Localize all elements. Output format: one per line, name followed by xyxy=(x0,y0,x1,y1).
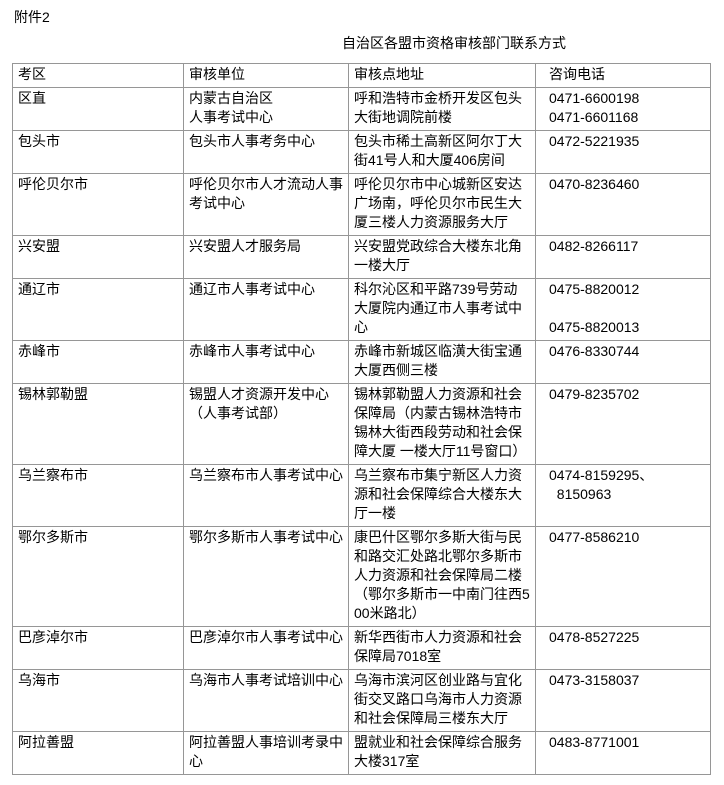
table-row: 包头市 包头市人事考务中心 包头市稀土高新区阿尔丁大街41号人和大厦406房间 047… xyxy=(12,130,711,174)
table-row: 兴安盟 兴安盟人才服务局 兴安盟党政综合大楼东北角一楼大厅 0482-8266117 xyxy=(12,235,711,279)
header-address: 审核点地址 xyxy=(348,63,536,88)
address-cell: 锡林郭勒盟人力资源和社会保障局（内蒙古锡林浩特市锡林大街西段劳动和社会保障大厦 … xyxy=(348,383,536,465)
unit-cell: 内蒙古自治区 人事考试中心 xyxy=(183,87,349,131)
region-cell: 包头市 xyxy=(12,130,184,174)
address-cell: 盟就业和社会保障综合服务大楼317室 xyxy=(348,731,536,775)
unit-cell: 乌兰察布市人事考试中心 xyxy=(183,464,349,527)
unit-cell: 赤峰市人事考试中心 xyxy=(183,340,349,384)
address-cell: 康巴什区鄂尔多斯大街与民和路交汇处路北鄂尔多斯市人力资源和社会保障局二楼（鄂尔多… xyxy=(348,526,536,627)
region-cell: 呼伦贝尔市 xyxy=(12,173,184,236)
unit-cell: 通辽市人事考试中心 xyxy=(183,278,349,341)
unit-cell: 阿拉善盟人事培训考录中心 xyxy=(183,731,349,775)
table-row: 乌兰察布市 乌兰察布市人事考试中心 乌兰察布市集宁新区人力资源和社会保障综合大楼东大… xyxy=(12,464,711,527)
region-cell: 赤峰市 xyxy=(12,340,184,384)
address-cell: 呼伦贝尔市中心城新区安达广场南，呼伦贝尔市民生大厦三楼人力资源服务大厅 xyxy=(348,173,536,236)
address-cell: 乌兰察布市集宁新区人力资源和社会保障综合大楼东大厅一楼 xyxy=(348,464,536,527)
unit-cell: 鄂尔多斯市人事考试中心 xyxy=(183,526,349,627)
region-cell: 锡林郭勒盟 xyxy=(12,383,184,465)
region-cell: 阿拉善盟 xyxy=(12,731,184,775)
table-title: 自治区各盟市资格审核部门联系方式 xyxy=(342,35,566,51)
address-cell: 包头市稀土高新区阿尔丁大街41号人和大厦406房间 xyxy=(348,130,536,174)
table-row: 赤峰市 赤峰市人事考试中心 赤峰市新城区临潢大街宝通大厦西侧三楼 0476-83307… xyxy=(12,340,711,384)
unit-cell: 包头市人事考务中心 xyxy=(183,130,349,174)
phone-cell: 0474-8159295、 8150963 xyxy=(535,464,711,527)
table-row: 通辽市 通辽市人事考试中心 科尔沁区和平路739号劳动大厦院内通辽市人事考试中心 04… xyxy=(12,278,711,341)
unit-cell: 兴安盟人才服务局 xyxy=(183,235,349,279)
phone-cell: 0475-8820012 0475-8820013 xyxy=(535,278,711,341)
phone-cell: 0472-5221935 xyxy=(535,130,711,174)
unit-cell: 乌海市人事考试培训中心 xyxy=(183,669,349,732)
phone-cell: 0477-8586210 xyxy=(535,526,711,627)
region-cell: 乌海市 xyxy=(12,669,184,732)
table-row: 呼伦贝尔市 呼伦贝尔市人才流动人事考试中心 呼伦贝尔市中心城新区安达广场南，呼伦贝尔… xyxy=(12,173,711,236)
address-cell: 赤峰市新城区临潢大街宝通大厦西侧三楼 xyxy=(348,340,536,384)
contact-table: 考区 审核单位 审核点地址 咨询电话 区直 内蒙古自治区 人事考试中心 呼和浩特市金… xyxy=(12,63,711,775)
table-row: 鄂尔多斯市 鄂尔多斯市人事考试中心 康巴什区鄂尔多斯大街与民和路交汇处路北鄂尔多斯市… xyxy=(12,526,711,627)
address-cell: 乌海市滨河区创业路与宜化街交叉路口乌海市人力资源和社会保障局三楼东大厅 xyxy=(348,669,536,732)
region-cell: 通辽市 xyxy=(12,278,184,341)
table-row: 区直 内蒙古自治区 人事考试中心 呼和浩特市金桥开发区包头大街地调院前楼 0471-6… xyxy=(12,87,711,131)
region-cell: 乌兰察布市 xyxy=(12,464,184,527)
table-row: 巴彦淖尔市 巴彦淖尔市人事考试中心 新华西街市人力资源和社会保障局7018室 0478… xyxy=(12,626,711,670)
phone-cell: 0471-6600198 0471-6601168 xyxy=(535,87,711,131)
address-cell: 兴安盟党政综合大楼东北角一楼大厅 xyxy=(348,235,536,279)
address-cell: 呼和浩特市金桥开发区包头大街地调院前楼 xyxy=(348,87,536,131)
phone-cell: 0470-8236460 xyxy=(535,173,711,236)
address-cell: 科尔沁区和平路739号劳动大厦院内通辽市人事考试中心 xyxy=(348,278,536,341)
table-row: 锡林郭勒盟 锡盟人才资源开发中心 （人事考试部） 锡林郭勒盟人力资源和社会保障局（内… xyxy=(12,383,711,465)
phone-cell: 0478-8527225 xyxy=(535,626,711,670)
region-cell: 鄂尔多斯市 xyxy=(12,526,184,627)
phone-cell: 0483-8771001 xyxy=(535,731,711,775)
phone-cell: 0473-3158037 xyxy=(535,669,711,732)
region-cell: 区直 xyxy=(12,87,184,131)
unit-cell: 锡盟人才资源开发中心 （人事考试部） xyxy=(183,383,349,465)
table-row: 乌海市 乌海市人事考试培训中心 乌海市滨河区创业路与宜化街交叉路口乌海市人力资源和社… xyxy=(12,669,711,732)
header-phone: 咨询电话 xyxy=(535,63,711,88)
table-header-row: 考区 审核单位 审核点地址 咨询电话 xyxy=(12,63,711,88)
header-region: 考区 xyxy=(12,63,184,88)
header-unit: 审核单位 xyxy=(183,63,349,88)
table-row: 阿拉善盟 阿拉善盟人事培训考录中心 盟就业和社会保障综合服务大楼317室 0483-8… xyxy=(12,731,711,775)
unit-cell: 巴彦淖尔市人事考试中心 xyxy=(183,626,349,670)
attachment-label: 附件2 xyxy=(14,9,50,25)
address-cell: 新华西街市人力资源和社会保障局7018室 xyxy=(348,626,536,670)
phone-cell: 0476-8330744 xyxy=(535,340,711,384)
unit-cell: 呼伦贝尔市人才流动人事考试中心 xyxy=(183,173,349,236)
phone-cell: 0479-8235702 xyxy=(535,383,711,465)
phone-cell: 0482-8266117 xyxy=(535,235,711,279)
region-cell: 巴彦淖尔市 xyxy=(12,626,184,670)
region-cell: 兴安盟 xyxy=(12,235,184,279)
